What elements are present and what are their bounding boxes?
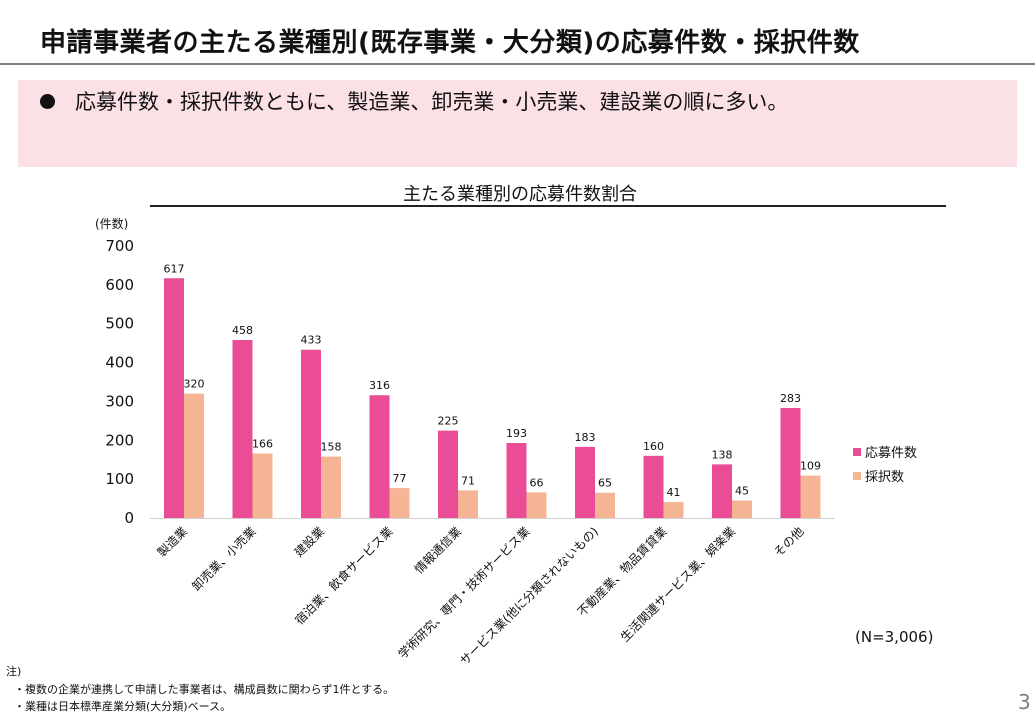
- y-tick-label: 300: [105, 392, 134, 410]
- bar-applications: [780, 408, 801, 518]
- bar-applications: [301, 349, 321, 518]
- y-axis-label: (件数): [95, 216, 128, 231]
- data-label: 193: [506, 427, 527, 440]
- y-tick-label: 500: [105, 315, 134, 333]
- title-divider: [0, 63, 1035, 65]
- chart-title-divider: [150, 205, 946, 207]
- bullet-icon: [40, 94, 55, 109]
- y-tick-label: 0: [124, 509, 134, 527]
- data-label: 320: [184, 378, 205, 391]
- notes-heading: 注): [6, 665, 22, 678]
- bar-applications: [369, 395, 390, 518]
- bar-adopted: [800, 475, 821, 518]
- data-label: 183: [575, 431, 596, 444]
- category-label: 建設業: [291, 524, 327, 560]
- data-label: 283: [780, 392, 801, 405]
- data-label: 458: [232, 324, 253, 337]
- data-label: 45: [735, 485, 749, 498]
- page-title: 申請事業者の主たる業種別(既存事業・大分類)の応募件数・採択件数: [40, 28, 860, 58]
- category-label: 情報通信業: [412, 524, 464, 576]
- summary-text: 応募件数・採択件数ともに、製造業、卸売業・小売業、建設業の順に多い。: [75, 90, 789, 114]
- data-label: 225: [438, 415, 459, 428]
- category-label: 生活関連サービス業、娯楽業: [618, 524, 738, 644]
- data-label: 316: [369, 379, 390, 392]
- category-label: 学術研究、専門・技術サービス業: [395, 524, 533, 662]
- bar-adopted: [526, 492, 547, 518]
- data-label: 160: [643, 440, 664, 453]
- data-label: 166: [252, 437, 273, 450]
- note-item: ・複数の企業が連携して申請した事業者は、構成員数に関わらず1件とする。: [14, 683, 395, 696]
- bar-applications: [575, 446, 595, 518]
- legend-label: 応募件数: [865, 446, 917, 461]
- bar-applications: [232, 340, 253, 518]
- y-tick-label: 100: [105, 470, 134, 488]
- bar-adopted: [321, 456, 341, 518]
- y-tick-label: 200: [105, 431, 134, 449]
- y-tick-label: 700: [105, 237, 134, 255]
- note-item: ・業種は日本標準産業分類(大分類)ベース。: [14, 700, 232, 713]
- data-label: 617: [164, 262, 185, 275]
- data-label: 77: [393, 472, 407, 485]
- bar-adopted: [663, 502, 684, 518]
- bar-adopted: [732, 500, 752, 518]
- bar-applications: [712, 464, 732, 518]
- bar-adopted: [252, 453, 273, 518]
- data-label: 65: [598, 477, 612, 490]
- chart-title: 主たる業種別の応募件数割合: [403, 184, 637, 205]
- category-label: サービス業(他に分類されないもの): [457, 524, 601, 668]
- category-label: その他: [771, 524, 806, 559]
- bar-applications: [506, 443, 527, 518]
- y-tick-label: 600: [105, 276, 134, 294]
- y-tick-label: 400: [105, 354, 134, 372]
- legend-label: 採択数: [865, 470, 904, 485]
- data-label: 109: [800, 460, 821, 473]
- bar-applications: [164, 278, 184, 518]
- data-label: 433: [301, 334, 322, 347]
- bar-adopted: [389, 488, 410, 518]
- data-label: 71: [461, 474, 475, 487]
- data-label: 138: [712, 448, 733, 461]
- legend-swatch: [853, 472, 861, 480]
- category-label: 製造業: [155, 524, 190, 559]
- legend-swatch: [853, 448, 861, 456]
- bar-applications: [438, 430, 458, 518]
- summary-box: [18, 80, 1017, 167]
- sample-size-label: (N=3,006): [855, 628, 934, 646]
- data-label: 158: [321, 441, 342, 454]
- data-label: 41: [667, 486, 681, 499]
- page-number: 3: [1018, 690, 1031, 714]
- bar-adopted: [458, 490, 478, 518]
- category-label: 卸売業、小売業: [189, 524, 259, 594]
- bar-adopted: [595, 492, 615, 518]
- bar-applications: [643, 455, 664, 518]
- bar-adopted: [184, 393, 204, 518]
- data-label: 66: [530, 476, 544, 489]
